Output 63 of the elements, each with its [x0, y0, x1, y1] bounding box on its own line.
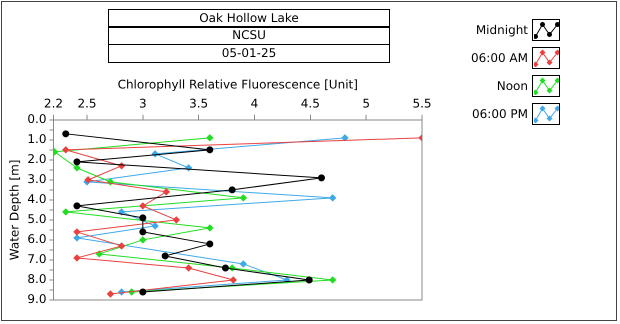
point [230, 276, 237, 284]
x-tick-label: 2.2 [44, 96, 64, 111]
point [73, 228, 80, 236]
point [118, 242, 126, 250]
y-tick-label: 0.0 [27, 112, 46, 126]
y-axis-title: Water Depth [m] [7, 160, 22, 260]
point [206, 134, 214, 142]
point [162, 252, 169, 260]
point [228, 186, 236, 194]
x-tick-label: 4 [250, 96, 258, 111]
x-axis-title: Chlorophyll Relative Fluorescence [Unit] [118, 77, 358, 92]
y-tick-label: 5.0 [27, 212, 46, 226]
y-tick-label: 9.0 [27, 292, 46, 306]
legend-label: 06:00 AM [471, 51, 528, 65]
point [152, 222, 159, 230]
point [206, 146, 214, 154]
point [185, 264, 192, 272]
y-tick-label: 7.0 [27, 252, 46, 266]
point [139, 214, 146, 222]
legend-label: Midnight [476, 23, 528, 37]
point [73, 158, 80, 166]
point [73, 164, 80, 172]
point [62, 130, 70, 138]
point [84, 176, 92, 184]
point [306, 276, 313, 284]
point [139, 228, 146, 236]
point [62, 146, 70, 154]
point [139, 236, 146, 244]
point [73, 254, 80, 262]
point [240, 260, 247, 268]
y-tick-label: 3.0 [27, 172, 46, 186]
legend-label: Noon [496, 79, 528, 93]
x-tick-label: 4.5 [300, 96, 320, 111]
point [162, 188, 170, 196]
point [73, 202, 80, 210]
x-tick-label: 5 [362, 96, 370, 111]
point [329, 194, 336, 202]
point [329, 276, 336, 284]
point [206, 224, 214, 232]
point [341, 134, 348, 142]
legend-label: 06:00 PM [472, 107, 528, 121]
y-tick-label: 1.0 [27, 132, 46, 146]
y-tick-label: 8.0 [27, 272, 46, 286]
point [139, 288, 146, 296]
x-tick-label: 5.5 [412, 96, 432, 111]
point [139, 202, 146, 210]
point [73, 234, 80, 242]
point [222, 264, 229, 272]
point [206, 240, 214, 248]
x-tick-label: 3.5 [189, 96, 208, 111]
text: 05-01-25 [108, 44, 390, 62]
point [62, 208, 70, 216]
chart-title: Oak Hollow Lake [108, 8, 390, 28]
point [318, 174, 325, 182]
point [240, 194, 247, 202]
x-tick-label: 2.5 [77, 96, 97, 111]
y-tick-label: 6.0 [27, 232, 46, 246]
y-tick-label: 4.0 [27, 192, 46, 206]
y-tick-label: 2.0 [27, 152, 46, 166]
x-tick-label: 3 [139, 96, 147, 111]
point [106, 290, 114, 298]
point [172, 216, 180, 224]
chart-subtitle: NCSU [108, 26, 390, 45]
